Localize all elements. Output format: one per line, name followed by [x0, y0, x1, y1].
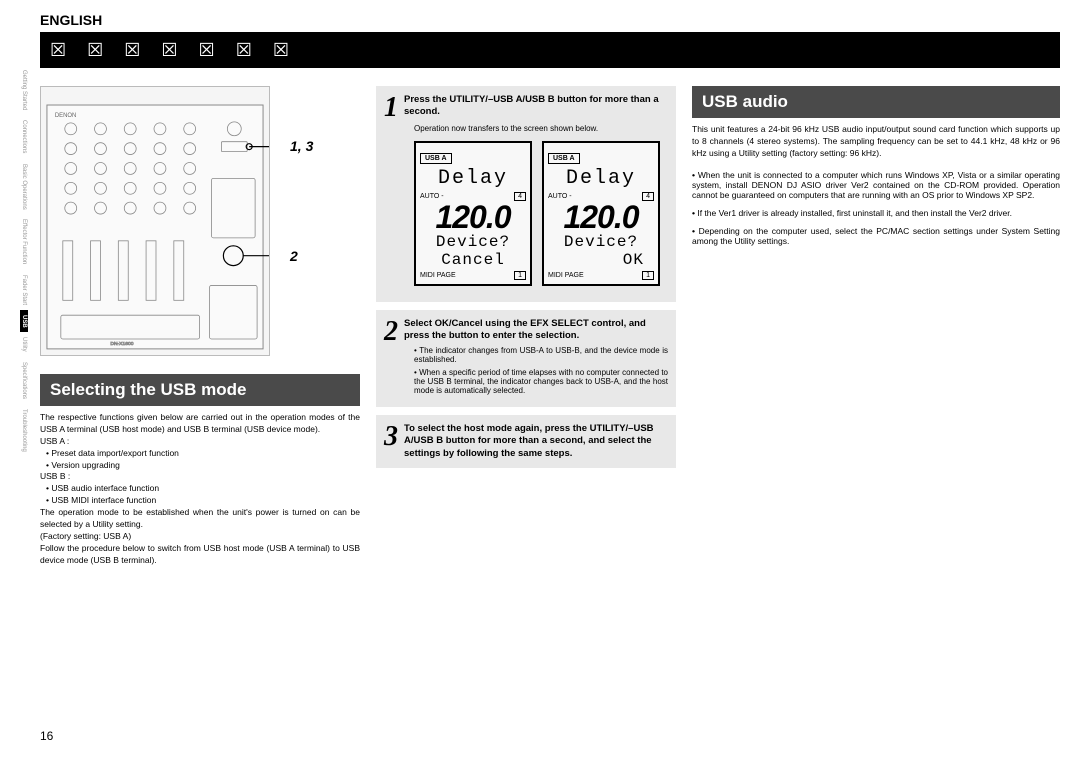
mixer-diagram: DENON: [40, 86, 270, 356]
lcd-screen-cancel: USB A Delay AUTO -4 120.0 Device? Cancel…: [414, 141, 532, 286]
side-tab-basic-operations[interactable]: Basic Operations: [20, 159, 28, 215]
language-header: ENGLISH: [40, 12, 1060, 28]
usb-audio-body: This unit features a 24-bit 96 kHz USB a…: [692, 124, 1060, 160]
side-tab-specifications[interactable]: Specifications: [20, 357, 28, 404]
section1-body2: The operation mode to be established whe…: [40, 507, 360, 531]
section1-body: The respective functions given below are…: [40, 412, 360, 567]
title-bar: ☒ ☒ ☒ ☒ ☒ ☒ ☒: [40, 32, 1060, 68]
section1-body3: Follow the procedure below to switch fro…: [40, 543, 360, 567]
page-number: 16: [40, 729, 53, 743]
step-3: 3 To select the host mode again, press t…: [376, 415, 676, 468]
side-tab-effector-function[interactable]: Effector Function: [20, 214, 28, 269]
side-tabs: Getting StartedConnectionsBasic Operatio…: [20, 65, 34, 457]
side-tab-troubleshooting[interactable]: Troubleshooting: [20, 404, 28, 457]
step-2-bullets: The indicator changes from USB-A to USB-…: [414, 346, 668, 395]
side-tab-usb[interactable]: USB: [20, 310, 28, 333]
section1-intro: The respective functions given below are…: [40, 412, 360, 436]
step-2-text: Select OK/Cancel using the EFX SELECT co…: [404, 318, 668, 346]
usb-audio-bullets: When the unit is connected to a computer…: [692, 170, 1060, 246]
step-1-note: Operation now transfers to the screen sh…: [414, 124, 668, 133]
callout-2: 2: [290, 248, 298, 264]
factory-setting: (Factory setting: USB A): [40, 531, 360, 543]
section-usb-audio: USB audio: [692, 86, 1060, 118]
usb-a-list: Preset data import/export functionVersio…: [40, 448, 360, 472]
side-tab-utility[interactable]: Utility: [20, 332, 28, 357]
usb-a-label: USB A :: [40, 436, 360, 448]
step-2: 2 Select OK/Cancel using the EFX SELECT …: [376, 310, 676, 407]
step-1-num: 1: [384, 94, 398, 122]
svg-text:DENON: DENON: [55, 113, 76, 119]
step-1: 1 Press the UTILITY/–USB A/USB B button …: [376, 86, 676, 302]
callout-1-3: 1, 3: [290, 138, 313, 154]
step-1-text: Press the UTILITY/–USB A/USB B button fo…: [404, 94, 668, 122]
side-tab-connections[interactable]: Connections: [20, 115, 28, 158]
side-tab-getting-started[interactable]: Getting Started: [20, 65, 28, 115]
usb-b-label: USB B :: [40, 471, 360, 483]
step-2-num: 2: [384, 318, 398, 346]
svg-text:DN-X1600: DN-X1600: [110, 341, 133, 347]
section-selecting-usb-mode: Selecting the USB mode: [40, 374, 360, 406]
usb-b-list: USB audio interface functionUSB MIDI int…: [40, 483, 360, 507]
side-tab-fader-start[interactable]: Fader Start: [20, 270, 28, 310]
step-3-num: 3: [384, 423, 398, 460]
step-3-text: To select the host mode again, press the…: [404, 423, 668, 460]
lcd-screen-ok: USB A Delay AUTO -4 120.0 Device? OK MID…: [542, 141, 660, 286]
title-bar-glyphs: ☒ ☒ ☒ ☒ ☒ ☒ ☒: [50, 40, 297, 61]
